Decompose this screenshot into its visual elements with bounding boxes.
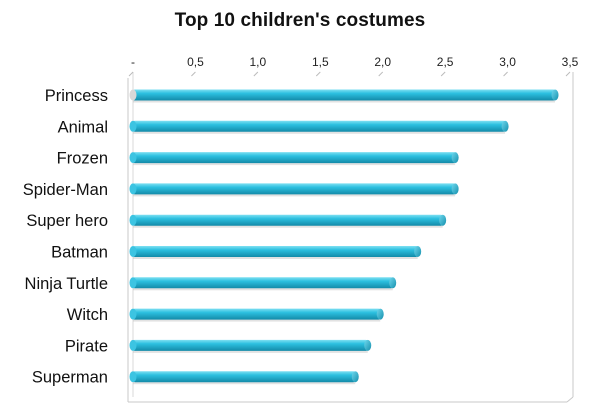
plot-floor-edge (566, 396, 574, 403)
x-tick-label: 0,5 (187, 55, 204, 69)
bar (129, 371, 359, 385)
category-label: Super hero (26, 212, 108, 230)
bar (129, 308, 384, 322)
x-tick-label: 3,5 (562, 55, 579, 69)
category-label: Frozen (57, 150, 108, 168)
x-tick-mark (503, 71, 508, 77)
category-label: Princess (45, 87, 108, 105)
category-label: Animal (58, 118, 108, 136)
x-tick-mark (378, 71, 384, 77)
category-label: Spider-Man (23, 181, 108, 199)
x-tick-label: 1,0 (250, 55, 267, 69)
bar (129, 246, 422, 259)
category-label: Witch (67, 306, 108, 324)
x-tick-label: 2,0 (374, 55, 391, 69)
bar (129, 89, 559, 103)
bar (129, 152, 459, 166)
bars (129, 89, 559, 385)
x-tick-mark (253, 71, 259, 77)
bar (129, 214, 447, 228)
chart-title: Top 10 children's costumes (174, 10, 426, 31)
category-label: Ninja Turtle (25, 275, 108, 293)
x-tick-label: 3,0 (499, 55, 516, 69)
bar (129, 120, 509, 134)
x-tick-mark (128, 71, 134, 77)
x-tick-mark (191, 71, 196, 77)
category-label: Pirate (65, 337, 108, 355)
x-tick-mark (315, 71, 321, 77)
category-label: Superman (32, 369, 108, 387)
x-axis-ticks: - 0,5 1,0 1,5 2,0 2,5 3,0 3,5 (128, 55, 579, 77)
bar (129, 339, 372, 353)
x-tick-label: - (131, 55, 135, 69)
bar (129, 183, 459, 197)
category-labels: Princess Animal Frozen Spider-Man Super hero… (23, 87, 108, 387)
x-tick-label: 1,5 (312, 55, 329, 69)
x-tick-label: 2,5 (437, 55, 454, 69)
plot-frame (127, 72, 574, 403)
category-label: Batman (51, 244, 108, 262)
bar (129, 277, 397, 291)
x-tick-mark (440, 71, 446, 77)
x-tick-mark (565, 71, 571, 77)
